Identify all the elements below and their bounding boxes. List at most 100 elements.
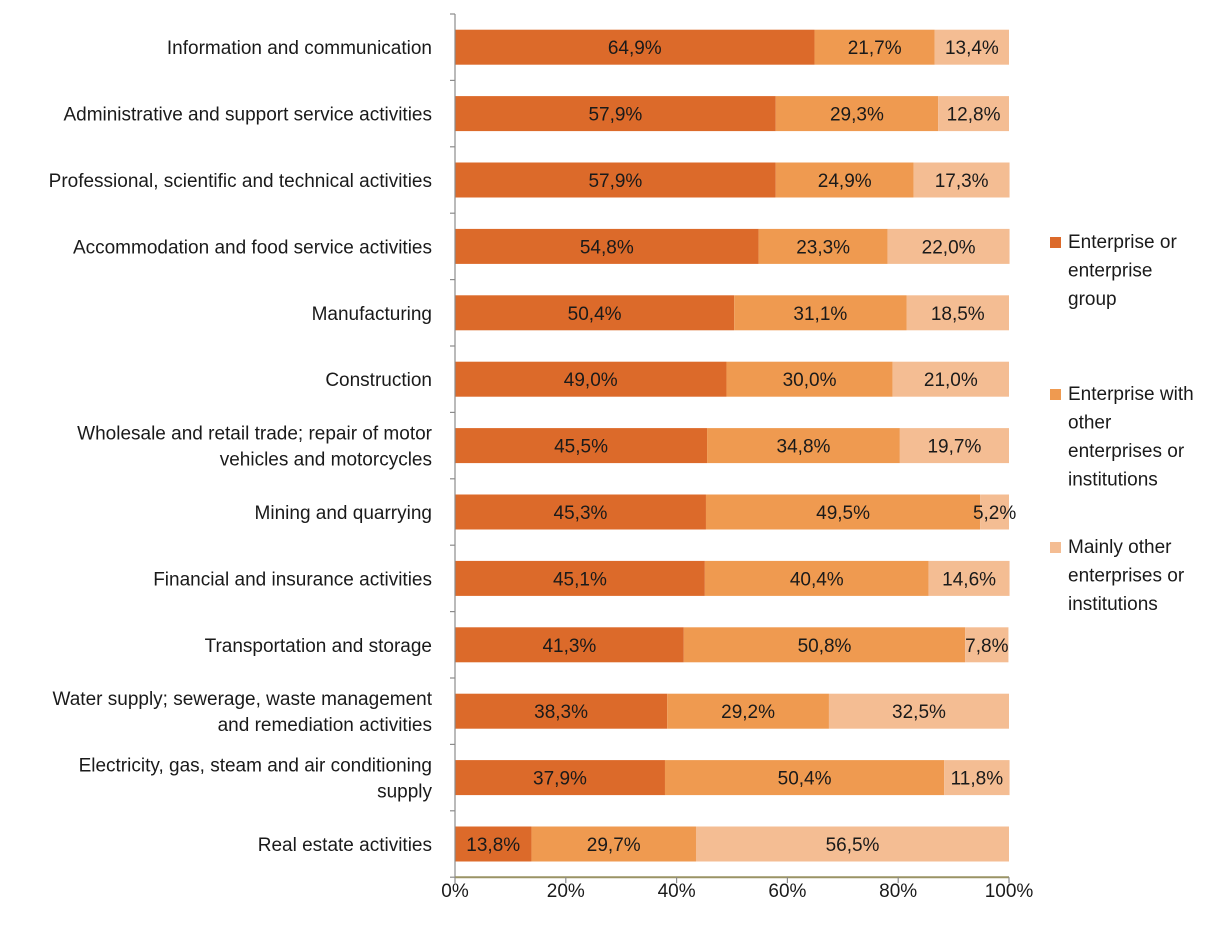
legend-label-line: Enterprise with: [1068, 384, 1194, 405]
bar-segment-s3-c10: [965, 627, 1009, 663]
bar-segment-s1-c5: [455, 295, 735, 331]
legend-label-1: Enterprise or enterprise group: [1068, 232, 1177, 310]
data-label-s3-c5: 18,5%: [931, 304, 985, 325]
category-label-line: Electricity, gas, steam and air conditio…: [79, 756, 432, 777]
data-label-s2-c13: 29,7%: [587, 835, 641, 856]
bar-segment-s2-c2: [775, 96, 939, 132]
data-label-s2-c3: 24,9%: [818, 171, 872, 192]
x-tick-label-80pct: 80%: [879, 881, 917, 902]
data-label-s1-c1: 64,9%: [608, 38, 662, 59]
data-label-s1-c2: 57,9%: [588, 105, 642, 126]
category-label-line: Wholesale and retail trade; repair of mo…: [77, 424, 433, 445]
data-label-s3-c13: 56,5%: [826, 835, 880, 856]
bar-segment-s2-c7: [707, 428, 900, 464]
data-label-s2-c5: 31,1%: [793, 304, 847, 325]
category-label-2: Administrative and support service activ…: [63, 105, 432, 126]
bar-segment-s2-c12: [664, 760, 945, 796]
category-labels-group: Information and communication Administrat…: [49, 38, 433, 856]
bar-segment-s3-c13: [695, 826, 1009, 862]
data-label-s2-c8: 49,5%: [816, 503, 870, 524]
bar-segment-s3-c1: [934, 29, 1009, 65]
bar-segment-s1-c7: [455, 428, 708, 464]
bar-segment-s2-c6: [726, 361, 893, 397]
category-label-line: vehicles and motorcycles: [220, 450, 432, 471]
data-label-s2-c6: 30,0%: [783, 370, 837, 391]
data-label-s3-c12: 11,8%: [951, 769, 1004, 790]
data-label-s1-c3: 57,9%: [588, 171, 642, 192]
legend-label-line: institutions: [1068, 470, 1158, 491]
category-label-line: Administrative and support service activ…: [63, 105, 432, 126]
data-label-s2-c9: 40,4%: [790, 569, 844, 590]
bars-group: [455, 29, 1010, 862]
legend-label-line: enterprises or: [1068, 566, 1185, 587]
category-label-1: Information and communication: [167, 38, 432, 59]
category-label-5: Manufacturing: [312, 304, 432, 325]
legend-swatch-3: [1050, 542, 1061, 553]
data-label-s3-c2: 12,8%: [947, 105, 1001, 126]
bar-segment-s2-c10: [683, 627, 966, 663]
data-label-s2-c2: 29,3%: [830, 105, 884, 126]
category-label-line: Water supply; sewerage, waste management: [53, 689, 433, 710]
legend-label-line: group: [1068, 289, 1117, 310]
bar-segment-s1-c6: [455, 361, 727, 397]
category-label-10: Transportation and storage: [205, 636, 432, 657]
category-label-12: Electricity, gas, steam and air conditio…: [79, 756, 433, 803]
category-label-line: Professional, scientific and technical a…: [49, 171, 432, 192]
category-label-line: Mining and quarrying: [255, 503, 432, 524]
legend-swatch-2: [1050, 389, 1061, 400]
data-label-s1-c6: 49,0%: [564, 370, 618, 391]
data-label-s2-c10: 50,8%: [798, 636, 852, 657]
category-label-9: Financial and insurance activities: [153, 569, 432, 590]
x-tick-label-0pct: 0%: [441, 881, 469, 902]
category-label-3: Professional, scientific and technical a…: [49, 171, 432, 192]
data-label-s3-c1: 13,4%: [945, 38, 999, 59]
category-label-line: Transportation and storage: [205, 636, 432, 657]
x-tick-label-40pct: 40%: [658, 881, 696, 902]
data-label-s2-c7: 34,8%: [777, 437, 831, 458]
category-label-8: Mining and quarrying: [255, 503, 432, 524]
bar-segment-s1-c13: [455, 826, 532, 862]
bar-segment-s2-c3: [775, 162, 914, 198]
data-label-s3-c4: 22,0%: [922, 237, 976, 258]
legend-label-line: enterprise: [1068, 261, 1153, 282]
category-label-13: Real estate activities: [258, 835, 432, 856]
bar-segment-s3-c3: [913, 162, 1010, 198]
category-label-line: Financial and insurance activities: [153, 569, 432, 590]
legend-label-2: Enterprise with other enterprises or instit…: [1068, 384, 1194, 491]
tick-labels-group: 0% 20% 40% 60% 80% 100%: [441, 881, 1033, 902]
bar-segment-s1-c11: [455, 693, 668, 729]
category-label-7: Wholesale and retail trade; repair of mo…: [77, 424, 433, 471]
bar-segment-s1-c12: [455, 760, 665, 796]
x-tick-label-60pct: 60%: [768, 881, 806, 902]
data-label-s2-c11: 29,2%: [721, 702, 775, 723]
legend-swatch-1: [1050, 237, 1061, 248]
bar-segment-s1-c3: [455, 162, 776, 198]
bar-segment-s3-c2: [938, 96, 1009, 132]
bar-segment-s1-c8: [455, 494, 706, 530]
data-label-s3-c11: 32,5%: [892, 702, 946, 723]
bar-segment-s3-c12: [944, 760, 1010, 796]
bar-segment-s2-c8: [705, 494, 981, 530]
data-label-s1-c7: 45,5%: [554, 437, 608, 458]
bar-segment-s2-c5: [734, 295, 907, 331]
bar-segment-s3-c6: [892, 361, 1009, 397]
data-labels-group: 64,9% 21,7% 13,4% 57,9% 29,3% 12,8% 57,9% 24,9%…: [466, 38, 1016, 856]
bar-segment-s2-c1: [814, 29, 935, 65]
bar-segment-s3-c11: [828, 693, 1009, 729]
category-label-line: supply: [377, 782, 432, 803]
data-label-s2-c1: 21,7%: [848, 38, 902, 59]
x-tick-label-20pct: 20%: [547, 881, 585, 902]
bar-segment-s3-c8: [980, 494, 1009, 530]
legend-label-3: Mainly other enterprises or institutions: [1068, 537, 1185, 615]
data-label-s3-c7: 19,7%: [927, 437, 981, 458]
category-label-line: Construction: [325, 370, 432, 391]
data-label-s3-c3: 17,3%: [935, 171, 989, 192]
data-label-s3-c9: 14,6%: [942, 569, 996, 590]
bar-segment-s1-c10: [455, 627, 684, 663]
bar-segment-s1-c2: [455, 96, 776, 132]
data-label-s2-c4: 23,3%: [796, 237, 850, 258]
data-label-s3-c6: 21,0%: [924, 370, 978, 391]
data-label-s1-c9: 45,1%: [553, 569, 607, 590]
category-label-4: Accommodation and food service activitie…: [73, 237, 432, 258]
